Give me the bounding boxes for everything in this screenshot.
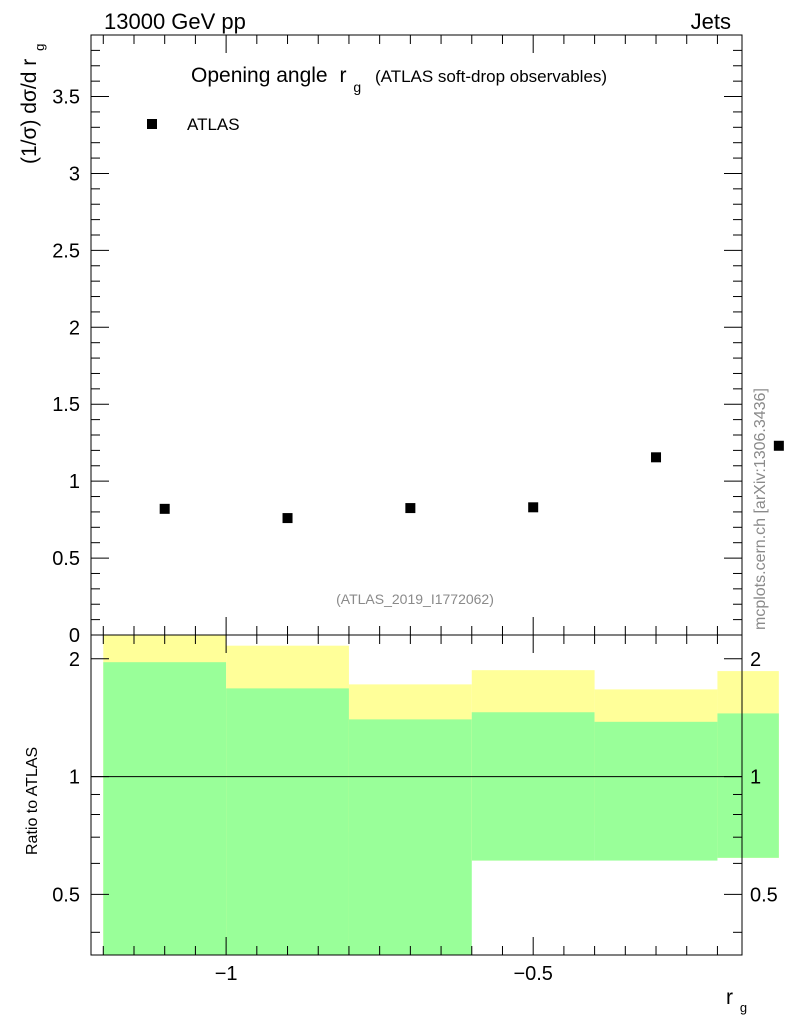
analysis-watermark: (ATLAS_2019_I1772062): [336, 591, 494, 607]
title-main: Opening angle: [191, 64, 328, 87]
ratio-y-tick-label-right: 2: [750, 649, 761, 671]
main-y-tick-label: 1: [69, 471, 80, 493]
main-y-tick-label: 3.5: [52, 87, 80, 109]
data-point-marker: [773, 440, 784, 451]
x-tick-label: −1: [215, 963, 238, 985]
x-tick-label: −0.5: [513, 963, 552, 985]
data-point-marker: [528, 502, 539, 513]
data-point-marker: [282, 513, 293, 524]
x-label-text: r: [726, 986, 733, 1009]
green-band: [717, 713, 779, 858]
side-credit-label: mcplots.cern.ch [arXiv:1306.3436]: [752, 388, 769, 630]
legend-marker: [147, 119, 157, 129]
main-y-tick-label: 2: [69, 317, 80, 339]
data-point-marker: [651, 452, 662, 463]
main-y-ticks: 0 0.5 1 1.5 2 2.5 3 3.5: [52, 34, 742, 647]
legend-label: ATLAS: [187, 115, 240, 134]
main-y-label-text: (1/σ) dσ/d r: [18, 59, 41, 164]
main-y-tick-label: 1.5: [52, 394, 80, 416]
ratio-y-tick-label: 1: [69, 767, 80, 789]
main-y-tick-label: 0: [69, 625, 80, 647]
ratio-y-tick-label-right: 1: [750, 767, 761, 789]
header-right: Jets: [691, 9, 731, 34]
title-suffix: (ATLAS soft-drop observables): [375, 67, 607, 86]
green-band: [594, 721, 718, 861]
chart-title: Opening angle r g (ATLAS soft-drop obser…: [191, 64, 607, 97]
main-y-tick-label: 3: [69, 163, 80, 185]
ratio-panel: 0.5 0.5 1 1 2 2 −1 −0.5 Ratio to ATLAS r g: [24, 634, 779, 1015]
green-band: [103, 662, 227, 955]
main-panel: 0 0.5 1 1.5 2 2.5 3 3.5 Opening angle r g (ATLA…: [18, 34, 784, 647]
ratio-frame: [90, 634, 743, 956]
data-point-marker: [405, 503, 416, 514]
main-y-tick-label: 0.5: [52, 548, 80, 570]
green-band: [226, 688, 349, 955]
title-symbol: r: [339, 64, 346, 87]
ratio-y-label: Ratio to ATLAS: [24, 747, 41, 855]
main-y-label: (1/σ) dσ/d r g: [18, 44, 47, 164]
title-sub: g: [353, 79, 361, 95]
green-band: [348, 719, 472, 955]
ratio-y-tick-label: 0.5: [52, 884, 80, 906]
ratio-ticks: 0.5 0.5 1 1 2 2 −1 −0.5: [52, 635, 778, 985]
ratio-y-tick-label: 2: [69, 649, 80, 671]
data-markers: [159, 440, 784, 524]
x-axis-label: r g: [726, 986, 747, 1015]
ratio-bands: [103, 635, 779, 955]
data-point-marker: [159, 503, 170, 514]
ratio-y-tick-label-right: 0.5: [750, 884, 778, 906]
main-y-label-sub: g: [32, 44, 47, 51]
x-label-sub: g: [740, 1000, 747, 1015]
main-y-tick-label: 2.5: [52, 240, 80, 262]
header-left: 13000 GeV pp: [104, 9, 246, 34]
green-band: [471, 712, 595, 861]
